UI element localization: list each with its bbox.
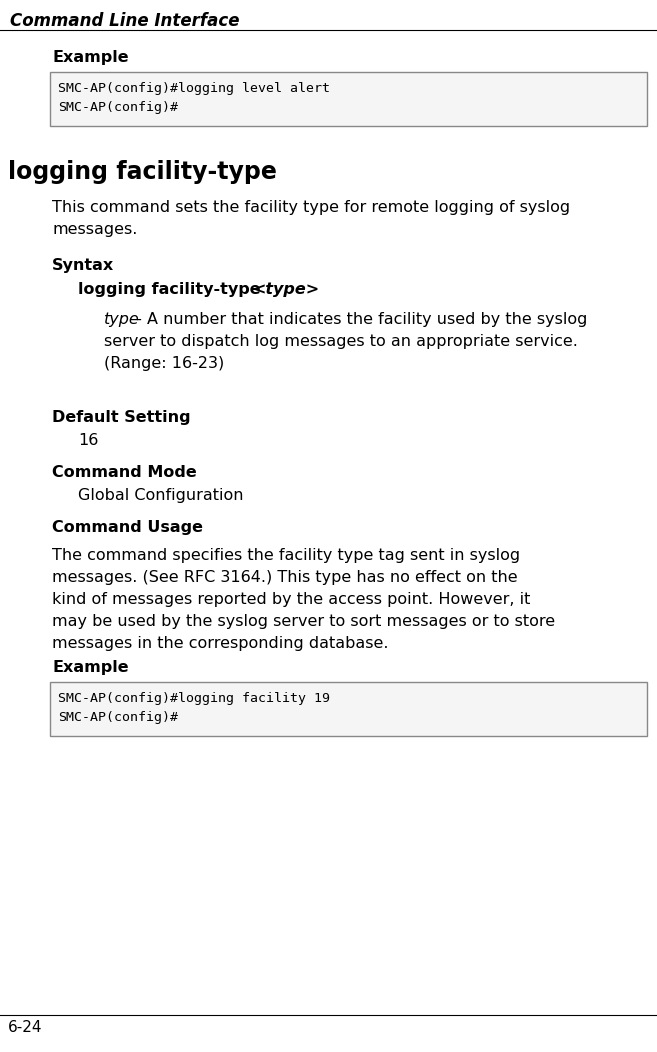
- Text: <type>: <type>: [252, 282, 319, 297]
- Text: 6-24: 6-24: [8, 1020, 43, 1035]
- Text: Command Line Interface: Command Line Interface: [10, 12, 240, 31]
- Text: type: type: [104, 312, 140, 327]
- Text: logging facility-type: logging facility-type: [8, 160, 277, 184]
- Text: 16: 16: [78, 433, 99, 448]
- Text: (Range: 16-23): (Range: 16-23): [104, 356, 224, 371]
- Text: messages. (See RFC 3164.) This type has no effect on the: messages. (See RFC 3164.) This type has …: [52, 570, 518, 585]
- Text: messages.: messages.: [52, 222, 137, 237]
- Text: server to dispatch log messages to an appropriate service.: server to dispatch log messages to an ap…: [104, 333, 578, 349]
- Text: Syntax: Syntax: [52, 258, 114, 274]
- Text: may be used by the syslog server to sort messages or to store: may be used by the syslog server to sort…: [52, 614, 555, 629]
- Text: SMC-AP(config)#logging facility 19: SMC-AP(config)#logging facility 19: [58, 692, 330, 705]
- Text: logging facility-type: logging facility-type: [78, 282, 266, 297]
- Text: The command specifies the facility type tag sent in syslog: The command specifies the facility type …: [52, 548, 520, 563]
- Text: Default Setting: Default Setting: [52, 410, 191, 425]
- Text: SMC-AP(config)#logging level alert: SMC-AP(config)#logging level alert: [58, 82, 330, 95]
- Text: Example: Example: [52, 660, 129, 675]
- Text: - A number that indicates the facility used by the syslog: - A number that indicates the facility u…: [131, 312, 587, 327]
- Text: This command sets the facility type for remote logging of syslog: This command sets the facility type for …: [52, 200, 570, 215]
- Text: SMC-AP(config)#: SMC-AP(config)#: [58, 101, 178, 114]
- Text: SMC-AP(config)#: SMC-AP(config)#: [58, 711, 178, 724]
- Text: Command Mode: Command Mode: [52, 465, 196, 480]
- Text: Global Configuration: Global Configuration: [78, 488, 244, 503]
- Text: Command Usage: Command Usage: [52, 520, 203, 535]
- Text: messages in the corresponding database.: messages in the corresponding database.: [52, 636, 388, 651]
- Text: Example: Example: [52, 50, 129, 65]
- FancyBboxPatch shape: [50, 682, 647, 736]
- Text: kind of messages reported by the access point. However, it: kind of messages reported by the access …: [52, 592, 530, 607]
- FancyBboxPatch shape: [50, 72, 647, 126]
